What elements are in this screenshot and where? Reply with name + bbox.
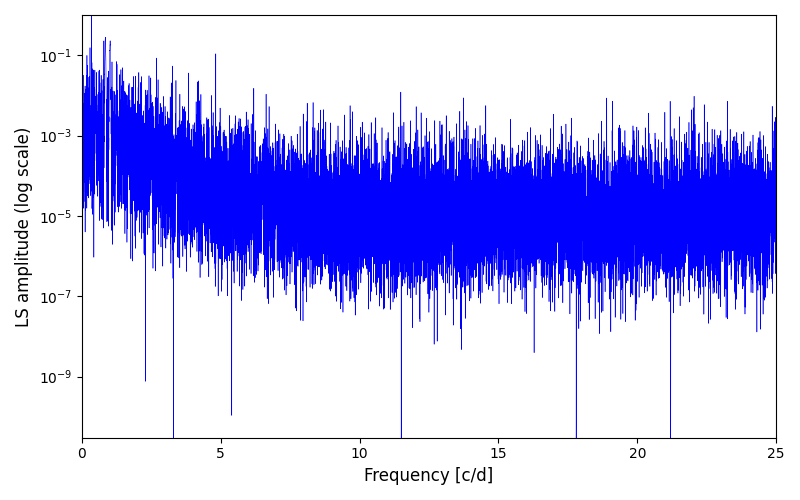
X-axis label: Frequency [c/d]: Frequency [c/d] — [364, 467, 494, 485]
Y-axis label: LS amplitude (log scale): LS amplitude (log scale) — [15, 126, 33, 326]
